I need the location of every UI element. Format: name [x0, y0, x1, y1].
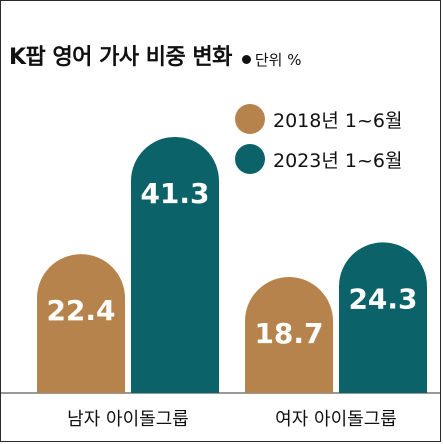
value-label: 22.4: [46, 294, 115, 327]
legend-item-2023: 2023년 1~6월: [235, 139, 402, 179]
value-label: 24.3: [348, 282, 417, 315]
value-label: 41.3: [140, 177, 209, 210]
bar-2018-male: [37, 254, 125, 393]
unit-note: 단위 %: [241, 49, 302, 70]
legend-item-2018: 2018년 1~6월: [235, 99, 402, 139]
chart-title: K팝 영어 가사 비중 변화: [9, 45, 232, 70]
legend-swatch-2018: [235, 104, 265, 134]
title-row: K팝 영어 가사 비중 변화 단위 %: [9, 39, 301, 71]
category-label: 남자 아이돌그룹: [67, 409, 189, 430]
legend-label-2023: 2023년 1~6월: [273, 149, 403, 172]
value-label: 18.7: [254, 317, 323, 350]
bullet-icon: [241, 55, 251, 64]
unit-label: 단위 %: [254, 51, 302, 69]
legend: 2018년 1~6월 2023년 1~6월: [235, 99, 402, 179]
category-label: 여자 아이돌그룹: [275, 409, 397, 430]
bar-2023-female: [339, 242, 427, 393]
bar-2023-male: [131, 136, 219, 394]
legend-swatch-2023: [235, 144, 265, 174]
legend-label-2018: 2018년 1~6월: [273, 109, 403, 132]
bar-2018-female: [245, 277, 333, 393]
